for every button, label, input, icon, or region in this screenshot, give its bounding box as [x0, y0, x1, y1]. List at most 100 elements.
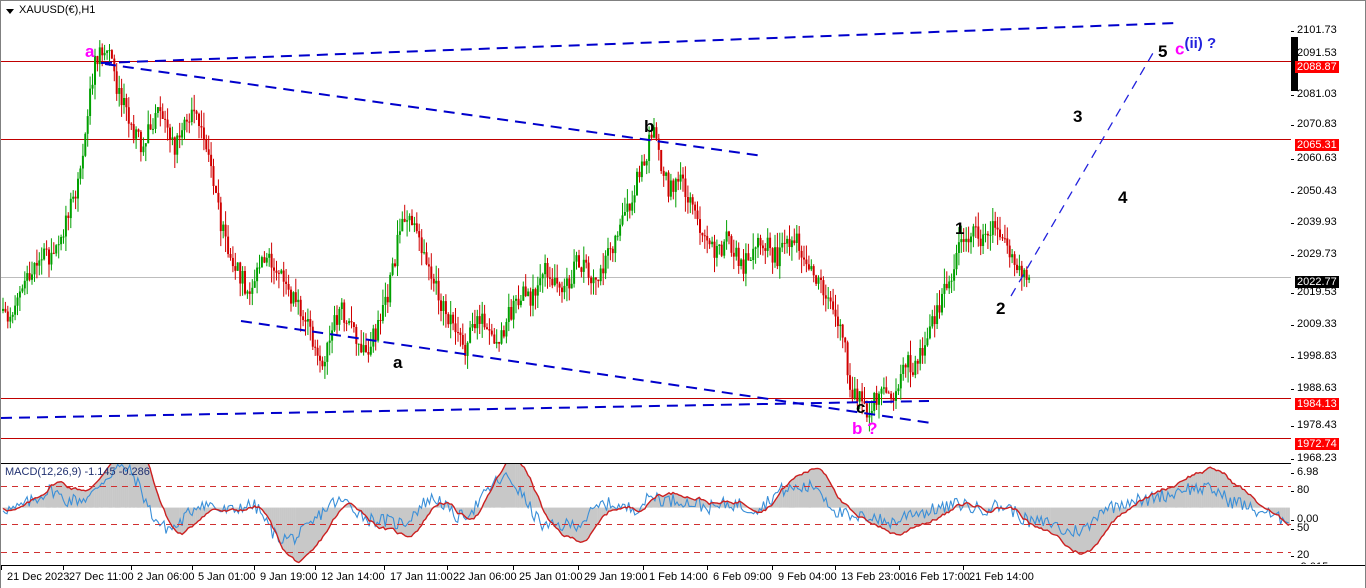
wave-label-b-mid: b — [644, 117, 655, 136]
price-tick-label: 2019.53 — [1297, 286, 1337, 298]
time-axis-label: 27 Dec 11:00 — [69, 571, 134, 583]
macd-level-lines — [1, 486, 1291, 553]
price-tick-label: 2081.03 — [1297, 88, 1337, 100]
current-price-label: 2022.77 — [1295, 276, 1339, 288]
wave-label-2: 2 — [996, 299, 1006, 318]
trendline-wedge-upper — [104, 63, 764, 157]
macd-tick-mark — [1291, 556, 1294, 557]
price-tick-mark — [1291, 389, 1294, 390]
time-axis-label: 29 Jan 19:00 — [584, 571, 648, 583]
wave-label-4: 4 — [1118, 188, 1128, 207]
price-tick-mark — [1291, 223, 1294, 224]
price-tick-label: 2070.83 — [1297, 118, 1337, 130]
price-tick-mark — [1291, 357, 1294, 358]
price-axis[interactable]: 2101.73 2091.53 2081.03 2070.83 2060.63 2050.… — [1291, 1, 1365, 462]
price-tick-label: 1998.83 — [1297, 350, 1337, 362]
wave-degree-ii: (ii) ? — [1184, 35, 1217, 52]
price-tick-label: 2091.53 — [1297, 47, 1337, 59]
time-tick-mark — [63, 566, 64, 570]
price-tick-mark — [1291, 192, 1294, 193]
caret-down-icon[interactable] — [6, 8, 14, 14]
macd-tick-mark — [1291, 529, 1294, 530]
price-tick-label: 2029.73 — [1297, 248, 1337, 260]
price-level-label: 2065.31 — [1295, 139, 1339, 151]
time-tick-mark — [1, 566, 2, 570]
chart-title-bar[interactable]: XAUUSD(€),H1 — [2, 2, 95, 18]
price-tick-mark — [1291, 31, 1294, 32]
time-axis-label: 16 Feb 17:00 — [905, 571, 970, 583]
time-tick-mark — [254, 566, 255, 570]
time-tick-mark — [131, 566, 132, 570]
price-tick-label: 2060.63 — [1297, 152, 1337, 164]
wave-label-c: c — [856, 398, 866, 417]
price-tick-mark — [1291, 125, 1294, 126]
time-axis-label: 12 Jan 14:00 — [321, 571, 385, 583]
time-tick-mark — [384, 566, 385, 570]
time-axis-label: 2 Jan 06:00 — [137, 571, 195, 583]
time-tick-mark — [707, 566, 708, 570]
macd-tick-label: 6.98 — [1297, 466, 1319, 478]
price-tick-label: 1978.43 — [1297, 419, 1337, 431]
price-tick-mark — [1291, 426, 1294, 427]
time-tick-mark — [835, 566, 836, 570]
macd-chart-svg — [1, 464, 1291, 564]
trendline-upper-long — [100, 22, 1177, 64]
time-axis[interactable]: 21 Dec 2023 27 Dec 11:00 2 Jan 06:00 5 Jan … — [1, 565, 1365, 588]
time-axis-label: 5 Jan 01:00 — [198, 571, 256, 583]
macd-info-label: MACD(12,26,9) -1.145 -0.286 — [5, 466, 150, 478]
price-level-label: 1984.13 — [1295, 398, 1339, 410]
trendline-wedge-lower — [240, 320, 932, 424]
price-chart-svg — [1, 22, 1291, 439]
price-tick-mark — [1291, 95, 1294, 96]
time-tick-mark — [447, 566, 448, 570]
macd-tick-label: 0,00 — [1297, 513, 1319, 525]
wave-label-a-top: a — [85, 42, 95, 61]
price-level-label: 1972.74 — [1295, 438, 1339, 450]
time-axis-label: 25 Jan 01:00 — [519, 571, 583, 583]
wave-label-3: 3 — [1073, 107, 1083, 126]
time-axis-label: 9 Feb 04:00 — [778, 571, 837, 583]
wave-label-5: 5 — [1158, 42, 1168, 61]
trendlines — [1, 22, 1177, 424]
price-tick-label: 2009.33 — [1297, 318, 1337, 330]
wave-label-b-question: b ? — [852, 419, 878, 438]
time-axis-label: 22 Jan 06:00 — [453, 571, 517, 583]
macd-tick-mark — [1291, 473, 1294, 474]
time-tick-mark — [963, 566, 964, 570]
price-tick-mark — [1291, 54, 1294, 55]
time-tick-mark — [772, 566, 773, 570]
axis-scale-bar — [1291, 37, 1298, 91]
time-axis-label: 6 Feb 09:00 — [713, 571, 772, 583]
macd-tick-label: 50 — [1297, 522, 1310, 534]
macd-tick-label: 80 — [1297, 484, 1310, 496]
projection-wave-5 — [1010, 52, 1154, 297]
symbol-label: XAUUSD(€),H1 — [19, 4, 96, 16]
price-tick-label: 1968.23 — [1297, 452, 1337, 463]
price-tick-label: 1988.63 — [1297, 382, 1337, 394]
time-tick-mark — [315, 566, 316, 570]
macd-pane[interactable]: MACD(12,26,9) -1.145 -0.286 — [1, 463, 1291, 565]
time-tick-mark — [578, 566, 579, 570]
macd-tick-label: 20 — [1297, 549, 1310, 561]
price-tick-mark — [1291, 293, 1294, 294]
time-axis-label: 1 Feb 14:00 — [649, 571, 708, 583]
time-tick-mark — [192, 566, 193, 570]
price-level-label: 2088.87 — [1295, 61, 1339, 73]
time-tick-mark — [513, 566, 514, 570]
time-tick-mark — [899, 566, 900, 570]
time-axis-label: 17 Jan 11:00 — [390, 571, 453, 583]
projection-lines — [1010, 52, 1154, 297]
time-axis-label: 9 Jan 19:00 — [260, 571, 318, 583]
wave-degree-label: c(ii) ? — [1175, 35, 1216, 58]
price-tick-label: 2101.73 — [1297, 24, 1337, 36]
trendline-lower-long — [1, 400, 930, 419]
price-tick-label: 2050.43 — [1297, 185, 1337, 197]
macd-tick-mark — [1291, 491, 1294, 492]
time-tick-mark — [643, 566, 644, 570]
price-tick-label: 2039.93 — [1297, 216, 1337, 228]
macd-tick-mark — [1291, 520, 1294, 521]
price-tick-mark — [1291, 255, 1294, 256]
